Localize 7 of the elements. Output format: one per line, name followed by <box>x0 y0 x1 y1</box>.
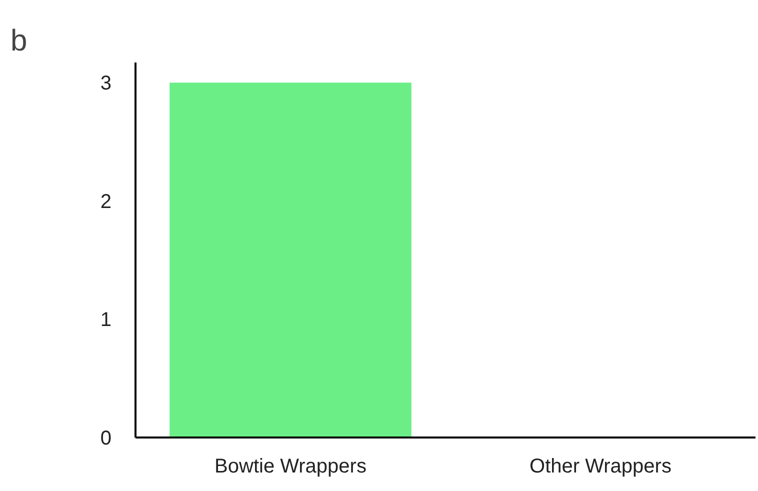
x-tick-label: Other Wrappers <box>530 456 672 478</box>
y-tick-label: 2 <box>100 190 112 213</box>
chart-title: b <box>10 24 28 58</box>
y-tick-label: 1 <box>100 309 112 332</box>
y-tick-label: 3 <box>100 72 112 95</box>
y-tick-label: 0 <box>100 428 112 450</box>
x-tick-label: Bowtie Wrappers <box>214 456 366 478</box>
